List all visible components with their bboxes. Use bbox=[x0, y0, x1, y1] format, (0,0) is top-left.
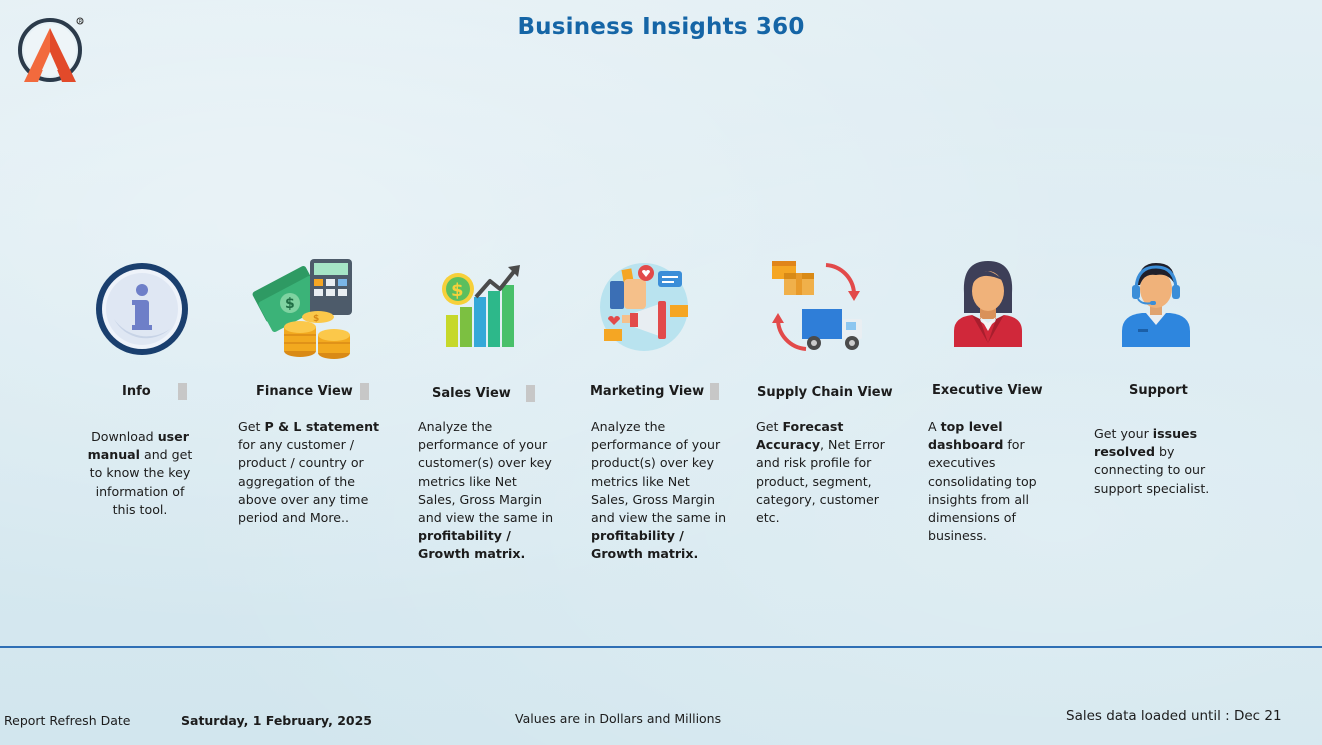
card-description-emphasis: user manual bbox=[87, 429, 189, 463]
card-description-emphasis: P & L statement bbox=[264, 419, 380, 434]
card-description-text: Get bbox=[238, 419, 265, 434]
card-heading-label: Finance View bbox=[256, 384, 353, 399]
card-description-text: for any customer / product / country or … bbox=[238, 437, 369, 526]
card-description: Get P & L statement for any customer / p… bbox=[238, 418, 390, 527]
sales-growth-icon[interactable]: $ bbox=[436, 263, 524, 353]
card-description: Analyze the performance of your product(… bbox=[591, 418, 731, 564]
card-description-text: Get your bbox=[1094, 426, 1153, 441]
card-description-emphasis: top level dashboard bbox=[928, 419, 1004, 453]
card-description-text: by connecting to our support specialist. bbox=[1094, 444, 1210, 496]
card-description: Download user manual and get to know the… bbox=[84, 428, 196, 519]
executive-woman-icon[interactable] bbox=[950, 257, 1026, 349]
info-icon[interactable] bbox=[92, 259, 192, 359]
card-description-text: Download bbox=[91, 429, 158, 444]
card-description: Get Forecast Accuracy, Net Error and ris… bbox=[756, 418, 896, 527]
card-heading-label: Sales View bbox=[432, 386, 511, 401]
refresh-date-label: Report Refresh Date bbox=[4, 713, 131, 728]
svg-text:R: R bbox=[79, 19, 83, 25]
card-heading: Finance View bbox=[256, 383, 369, 400]
marketing-icon[interactable] bbox=[594, 257, 694, 357]
card-heading-label: Executive View bbox=[932, 383, 1043, 398]
card-description-text: Analyze the performance of your customer… bbox=[418, 419, 554, 526]
units-note: Values are in Dollars and Millions bbox=[515, 711, 722, 726]
page-title: Business Insights 360 bbox=[517, 14, 805, 40]
card-tab-marker bbox=[525, 385, 535, 402]
svg-text:$: $ bbox=[313, 314, 319, 324]
card-description-emphasis: profitability / Growth matrix. bbox=[591, 528, 699, 562]
card-description-text: for executives consolidating top insight… bbox=[928, 437, 1037, 544]
card-heading-label: Marketing View bbox=[590, 384, 705, 399]
card-description-text: A bbox=[928, 419, 941, 434]
card-tab-marker bbox=[359, 383, 369, 400]
svg-text:$: $ bbox=[285, 296, 295, 312]
card-heading-label: Supply Chain View bbox=[757, 385, 893, 400]
card-description-text: Get bbox=[756, 419, 783, 434]
card-heading: Sales View bbox=[432, 385, 535, 402]
refresh-date-value: Saturday, 1 February, 2025 bbox=[181, 713, 372, 728]
card-heading: Executive View bbox=[932, 383, 1043, 398]
card-tab-marker bbox=[710, 383, 720, 400]
money-calculator-icon[interactable]: $ $ bbox=[252, 257, 352, 359]
card-description-text: , Net Error and risk profile for product… bbox=[756, 437, 885, 526]
card-description-text: and get to know the key information of t… bbox=[89, 447, 193, 517]
card-heading: Support bbox=[1129, 383, 1188, 398]
card-heading: Info bbox=[122, 383, 187, 400]
card-heading-label: Info bbox=[122, 384, 151, 399]
atliq-logo-icon[interactable]: R bbox=[16, 16, 86, 84]
sales-loaded-until: Sales data loaded until : Dec 21 bbox=[1066, 708, 1282, 724]
card-description-text: Analyze the performance of your product(… bbox=[591, 419, 727, 526]
card-description: A top level dashboard for executives con… bbox=[928, 418, 1074, 545]
card-description-emphasis: Forecast Accuracy bbox=[756, 419, 844, 453]
card-heading-label: Support bbox=[1129, 383, 1188, 398]
card-heading: Supply Chain View bbox=[757, 385, 893, 400]
card-description-emphasis: issues resolved bbox=[1094, 426, 1198, 460]
card-description: Analyze the performance of your customer… bbox=[418, 418, 558, 564]
support-agent-icon[interactable] bbox=[1118, 259, 1194, 349]
delivery-truck-icon[interactable] bbox=[766, 257, 870, 361]
card-description-emphasis: profitability / Growth matrix. bbox=[418, 528, 526, 562]
footer-divider bbox=[0, 646, 1322, 648]
svg-text:$: $ bbox=[451, 280, 464, 301]
card-description: Get your issues resolved by connecting t… bbox=[1094, 425, 1226, 498]
card-heading: Marketing View bbox=[590, 383, 720, 400]
card-tab-marker bbox=[177, 383, 187, 400]
